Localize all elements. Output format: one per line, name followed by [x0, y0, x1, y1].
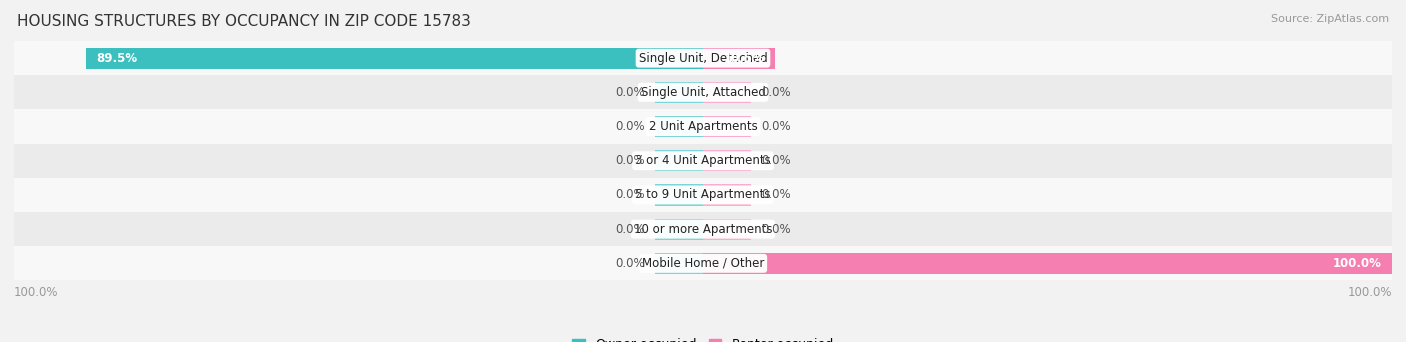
Bar	[703, 150, 751, 171]
Bar	[655, 116, 703, 137]
Bar	[703, 116, 751, 137]
Text: 3 or 4 Unit Apartments: 3 or 4 Unit Apartments	[636, 154, 770, 167]
Text: 0.0%: 0.0%	[614, 223, 644, 236]
Text: 0.0%: 0.0%	[762, 120, 792, 133]
Text: Mobile Home / Other: Mobile Home / Other	[641, 257, 765, 270]
Bar	[14, 75, 1392, 109]
Text: 0.0%: 0.0%	[614, 257, 644, 270]
Text: Single Unit, Attached: Single Unit, Attached	[641, 86, 765, 99]
Bar	[703, 184, 751, 206]
Bar	[14, 109, 1392, 144]
Bar	[655, 219, 703, 240]
Legend: Owner-occupied, Renter-occupied: Owner-occupied, Renter-occupied	[572, 338, 834, 342]
Text: 100.0%: 100.0%	[1333, 257, 1382, 270]
Bar	[14, 212, 1392, 246]
Text: 0.0%: 0.0%	[614, 188, 644, 201]
Bar	[655, 253, 703, 274]
Text: 0.0%: 0.0%	[762, 86, 792, 99]
Text: Single Unit, Detached: Single Unit, Detached	[638, 52, 768, 65]
Text: 10 or more Apartments: 10 or more Apartments	[634, 223, 772, 236]
Text: HOUSING STRUCTURES BY OCCUPANCY IN ZIP CODE 15783: HOUSING STRUCTURES BY OCCUPANCY IN ZIP C…	[17, 14, 471, 29]
Bar	[14, 178, 1392, 212]
Text: 2 Unit Apartments: 2 Unit Apartments	[648, 120, 758, 133]
Text: 0.0%: 0.0%	[762, 154, 792, 167]
Bar	[14, 246, 1392, 280]
Text: 89.5%: 89.5%	[97, 52, 138, 65]
Text: 100.0%: 100.0%	[14, 286, 59, 299]
Bar	[655, 184, 703, 206]
Bar	[703, 219, 751, 240]
Bar	[655, 82, 703, 103]
Text: 0.0%: 0.0%	[762, 188, 792, 201]
Text: 0.0%: 0.0%	[614, 86, 644, 99]
Text: 100.0%: 100.0%	[1347, 286, 1392, 299]
Bar	[655, 150, 703, 171]
Bar	[703, 253, 1392, 274]
Bar	[14, 41, 1392, 75]
Bar	[703, 82, 751, 103]
Text: 0.0%: 0.0%	[614, 154, 644, 167]
Bar	[703, 48, 775, 69]
Text: Source: ZipAtlas.com: Source: ZipAtlas.com	[1271, 14, 1389, 24]
Text: 0.0%: 0.0%	[762, 223, 792, 236]
Text: 10.5%: 10.5%	[724, 52, 765, 65]
Text: 0.0%: 0.0%	[614, 120, 644, 133]
Bar	[86, 48, 703, 69]
Bar	[14, 144, 1392, 178]
Text: 5 to 9 Unit Apartments: 5 to 9 Unit Apartments	[636, 188, 770, 201]
